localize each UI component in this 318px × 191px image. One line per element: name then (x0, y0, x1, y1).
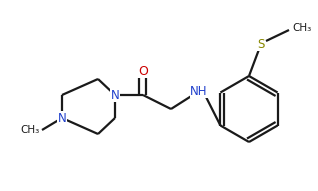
Text: CH₃: CH₃ (292, 23, 311, 33)
Text: S: S (257, 37, 265, 50)
Text: N: N (111, 88, 119, 101)
Text: N: N (58, 112, 66, 125)
Text: CH₃: CH₃ (21, 125, 40, 135)
Text: O: O (138, 65, 148, 78)
Text: NH: NH (190, 84, 208, 97)
